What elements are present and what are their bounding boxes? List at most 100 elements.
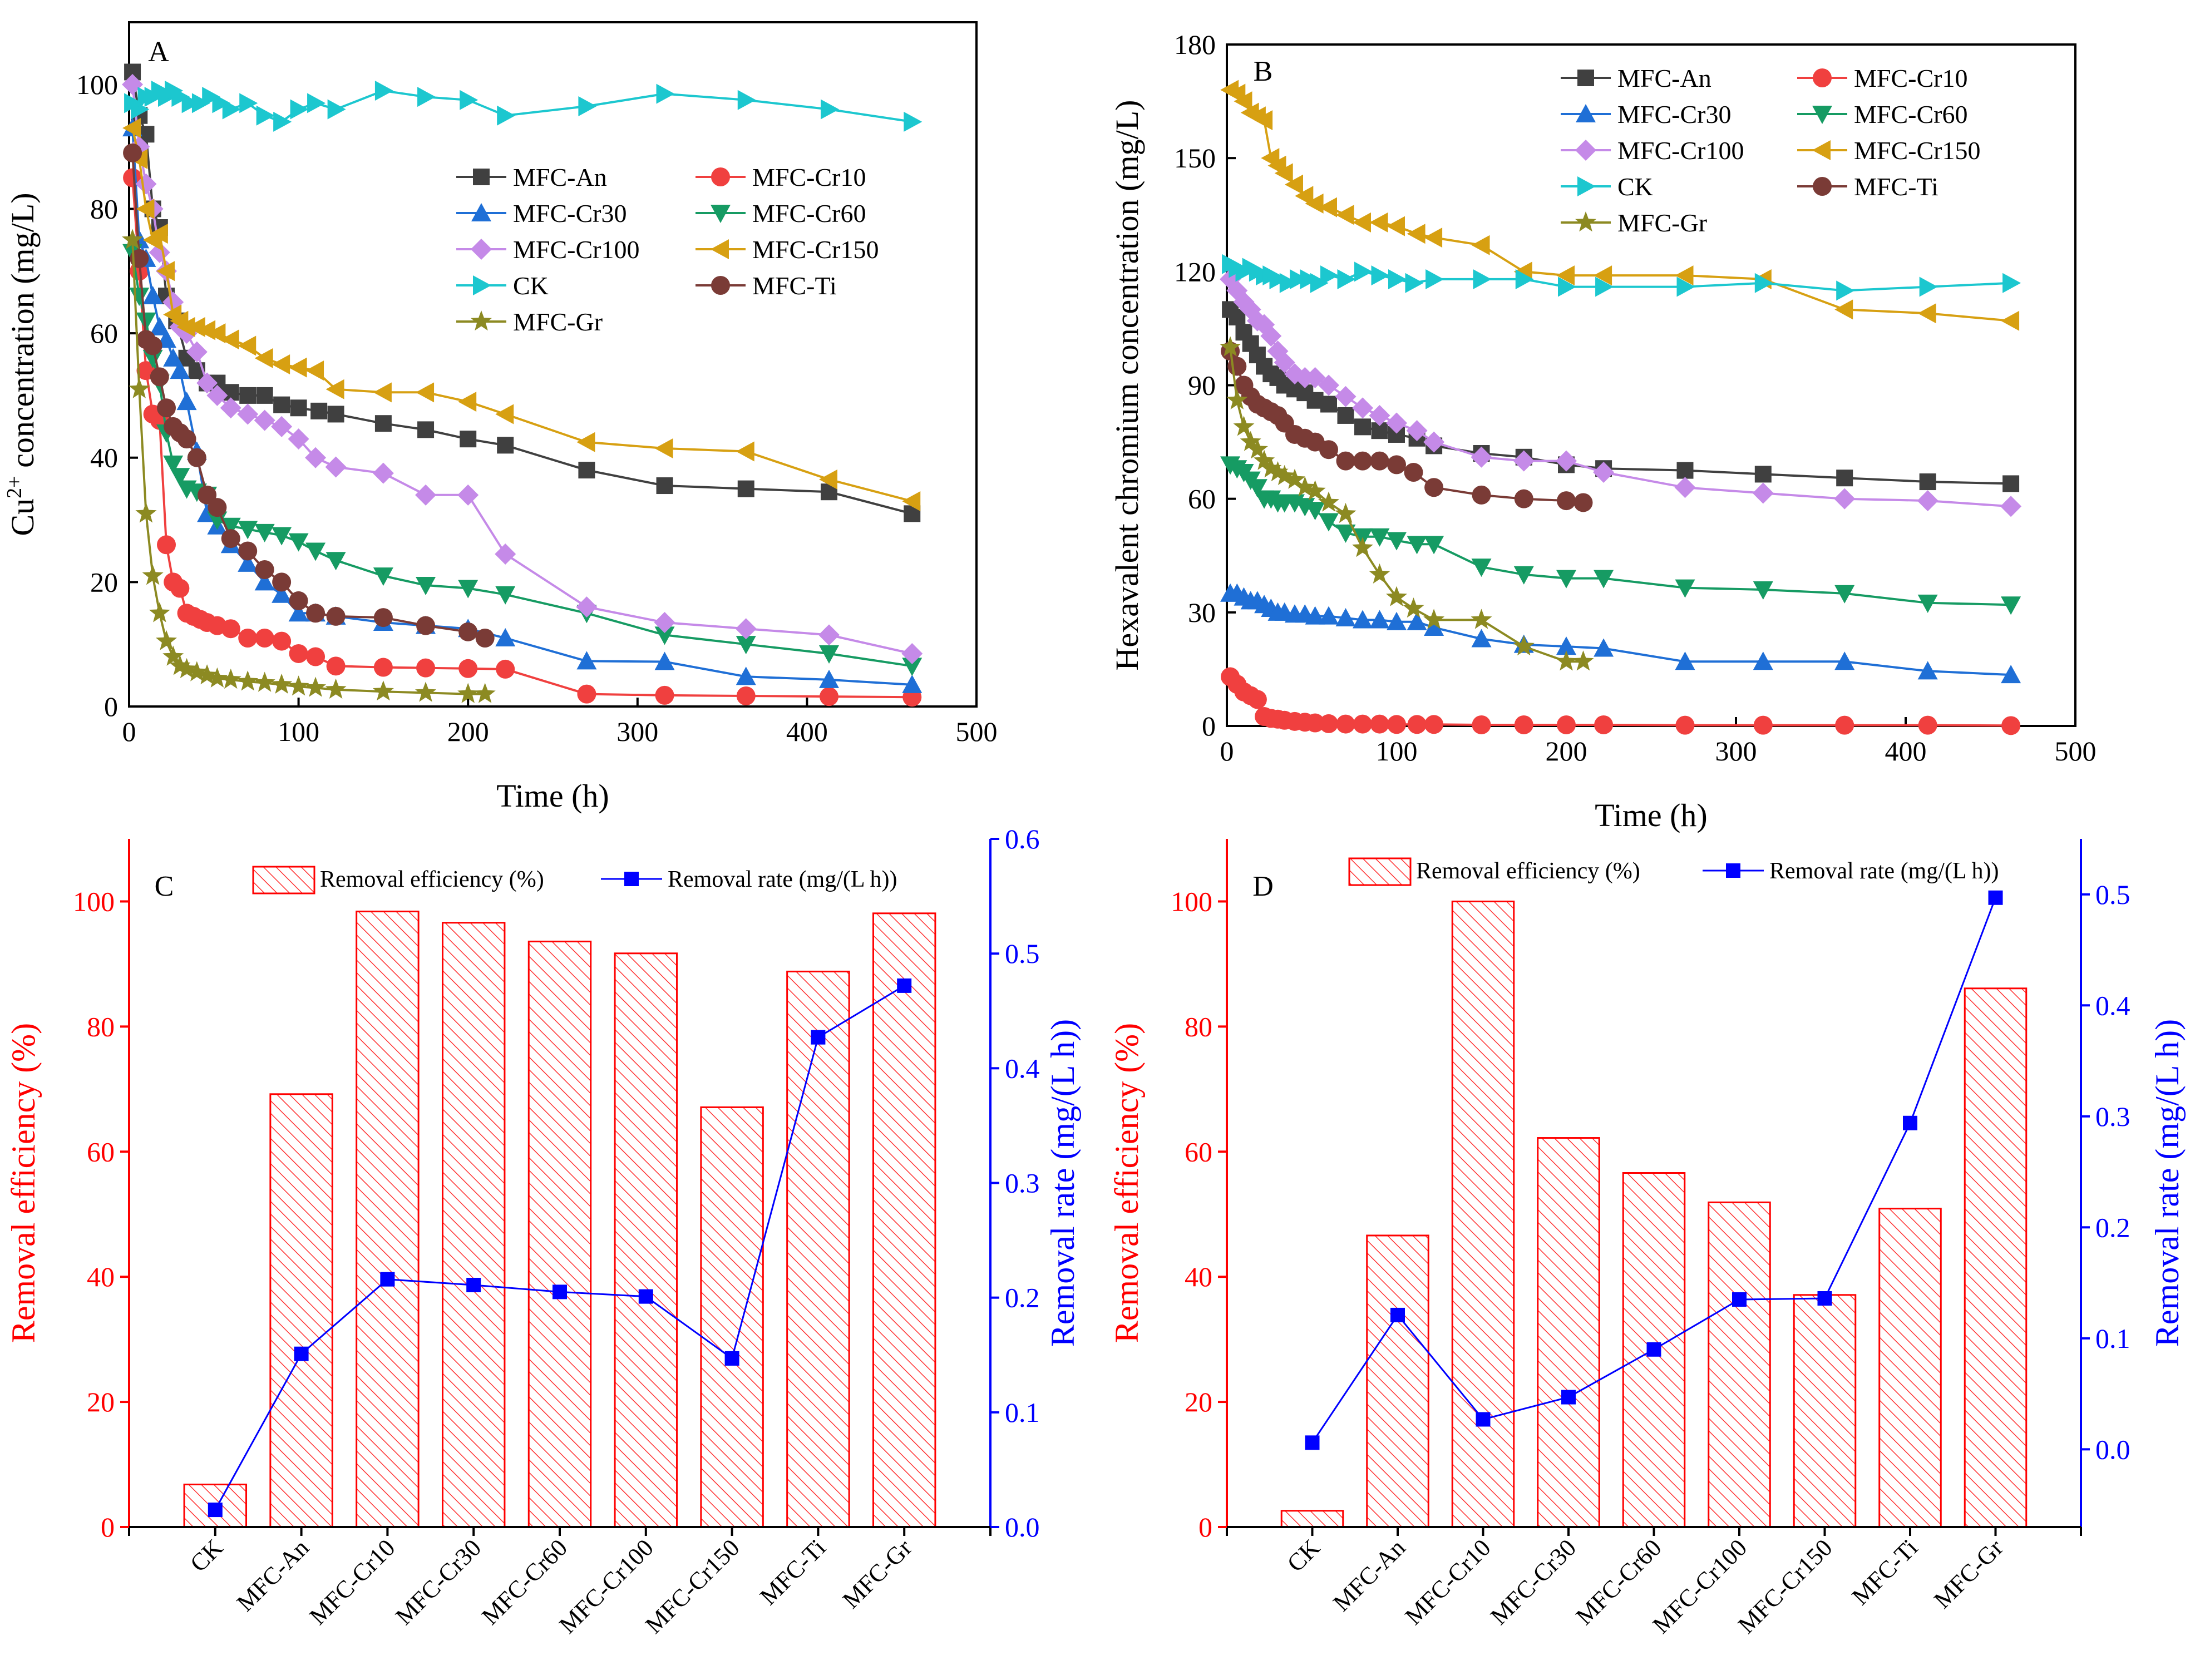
y-tick-label: 80 — [90, 193, 118, 224]
data-point — [1514, 715, 1533, 734]
panel-D: CK MFC-AnMFC-Cr10MFC-Cr30MFC-Cr60MFC-Cr10… — [1108, 839, 2186, 1639]
data-point — [818, 645, 839, 664]
legend-label: CK — [513, 271, 549, 300]
rate-point — [811, 1030, 826, 1045]
legend-label: MFC-Cr150 — [1854, 136, 1980, 165]
y-axis-title-sup: 2+ — [3, 476, 26, 498]
data-point — [305, 447, 327, 468]
data-point — [415, 681, 437, 702]
bar — [700, 1106, 764, 1528]
y2-tick-label: 0.3 — [1005, 1168, 1040, 1199]
y-tick-label: 60 — [1188, 483, 1216, 515]
data-point — [1558, 276, 1576, 297]
data-point — [310, 402, 328, 419]
x-tick-label: MFC-Cr30 — [390, 1534, 486, 1630]
legend-item: MFC-Cr150 — [696, 235, 879, 264]
data-point — [1403, 597, 1424, 618]
data-point — [142, 349, 163, 368]
data-point — [818, 469, 837, 490]
data-point — [737, 90, 756, 110]
data-point — [1304, 367, 1326, 388]
rate-point — [638, 1289, 653, 1304]
data-point — [306, 647, 325, 666]
series-mfc-cr10 — [1221, 667, 2021, 735]
legend-item: MFC-An — [1561, 64, 1711, 92]
bar — [269, 1093, 333, 1528]
x-tick-label: 200 — [1546, 735, 1587, 767]
y2-tick-label: 0.6 — [1005, 823, 1040, 854]
series-mfc-cr150 — [122, 118, 921, 511]
data-point — [1285, 174, 1303, 195]
data-point — [1407, 611, 1427, 630]
y2-tick-label: 0.4 — [2095, 990, 2130, 1021]
y2-tick-label: 0.4 — [1005, 1053, 1040, 1084]
data-point — [122, 229, 144, 249]
data-point — [736, 686, 756, 705]
data-point — [1370, 714, 1389, 734]
data-point — [1318, 491, 1339, 512]
data-point — [1676, 276, 1695, 297]
data-point — [256, 387, 273, 404]
data-point — [1594, 715, 1614, 734]
data-point — [818, 624, 840, 646]
data-point — [290, 99, 309, 120]
data-point — [237, 670, 259, 691]
y2-tick-label: 0.2 — [2095, 1212, 2130, 1243]
data-point — [1425, 269, 1444, 289]
data-point — [272, 527, 292, 546]
y-tick-label: 180 — [1174, 29, 1216, 60]
data-point — [1352, 397, 1373, 419]
series-ck — [124, 81, 923, 132]
data-point — [271, 416, 293, 437]
legend-marker — [471, 239, 492, 260]
data-point — [416, 382, 435, 403]
legend-marker — [473, 275, 491, 295]
legend-label: MFC-An — [513, 163, 607, 191]
data-point — [1556, 636, 1576, 655]
y2-axis-title: Removal rate (mg/(L h)) — [1044, 1019, 1081, 1347]
data-point — [1515, 269, 1534, 289]
data-point — [288, 428, 309, 450]
y-axis-title-main: Cu — [4, 498, 41, 536]
y-tick-label: 40 — [90, 442, 118, 473]
rate-point — [553, 1284, 567, 1299]
x-tick-label: MFC-Gr — [837, 1534, 918, 1614]
data-point — [1675, 579, 1695, 598]
data-point — [273, 111, 292, 132]
x-tick-label: 200 — [447, 716, 489, 747]
data-point — [416, 616, 436, 635]
data-point — [2001, 716, 2021, 735]
data-point — [254, 348, 273, 368]
data-point — [458, 659, 478, 678]
x-tick-label: CK — [185, 1534, 228, 1577]
data-point — [206, 667, 228, 688]
data-point — [222, 99, 241, 120]
data-point — [325, 552, 346, 571]
data-point — [306, 604, 325, 623]
data-point — [327, 99, 346, 120]
data-point — [1836, 470, 1853, 487]
legend-marker — [1812, 106, 1832, 124]
data-point — [1472, 485, 1491, 505]
data-point — [1471, 235, 1490, 255]
data-point — [1753, 581, 1773, 600]
legend-item: MFC-Gr — [456, 308, 603, 336]
data-point — [1246, 438, 1268, 459]
data-point — [578, 96, 597, 116]
data-point — [1336, 714, 1355, 734]
plot-frame — [128, 21, 978, 708]
legend-item: MFC-Cr60 — [696, 199, 866, 228]
data-point — [305, 676, 327, 697]
legend-marker — [1577, 70, 1594, 86]
y-tick-label: 20 — [87, 1386, 115, 1417]
legend-marker — [624, 872, 639, 886]
data-point — [1260, 325, 1282, 347]
data-point — [206, 384, 228, 406]
data-point — [1753, 651, 1773, 670]
data-point — [655, 685, 674, 705]
data-point — [238, 629, 258, 648]
rate-point — [1476, 1412, 1491, 1427]
series-line — [1230, 592, 2011, 676]
data-point — [135, 173, 157, 195]
data-point — [170, 579, 190, 598]
